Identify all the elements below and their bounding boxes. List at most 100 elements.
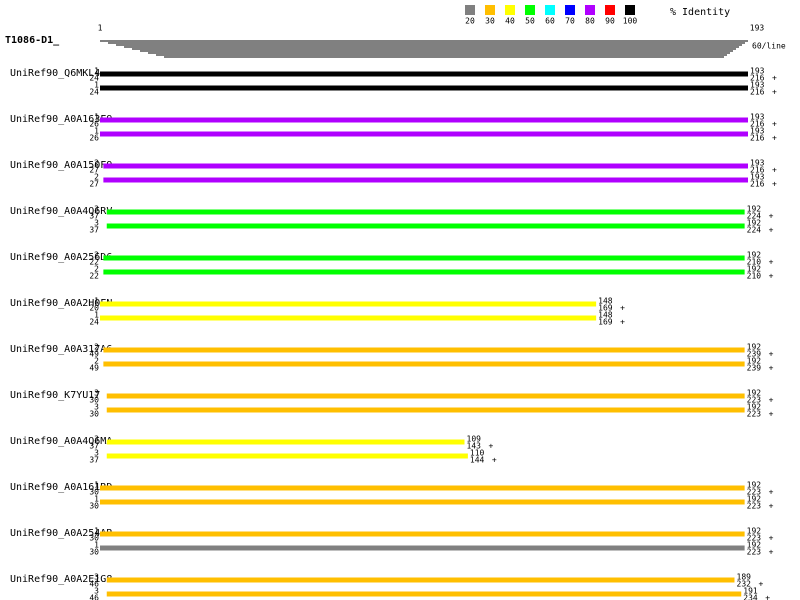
hit-end-label: 216: [750, 134, 765, 143]
strand-label: +: [620, 304, 625, 313]
strand-label: +: [769, 272, 774, 281]
query-end-label: 192: [747, 481, 762, 490]
legend-swatch: [625, 5, 635, 15]
query-end-label: 192: [747, 205, 762, 214]
hit-name: UniRef90_A0A4Q6MA: [10, 436, 112, 447]
query-start-label: 1: [94, 481, 99, 490]
hit-name: UniRef90_Q6MKL4: [10, 68, 100, 79]
query-end-label: 192: [747, 357, 762, 366]
hit-end-label: 169: [598, 318, 613, 327]
query-start-label: 3: [94, 403, 99, 412]
query-start-label: 2: [94, 343, 99, 352]
strand-label: +: [769, 258, 774, 267]
query-end-label: 192: [747, 495, 762, 504]
hit-bar: [100, 499, 745, 505]
strand-label: +: [769, 364, 774, 373]
hit-start-label: 26: [89, 120, 99, 129]
hit-end-label: 216: [750, 88, 765, 97]
query-start-label: 1: [94, 495, 99, 504]
query-start-label: 3: [94, 205, 99, 214]
hit-start-label: 37: [89, 442, 99, 451]
hit-name: UniRef90_A0A317A6: [10, 344, 112, 355]
hit-name: UniRef90_A0A161RD: [10, 482, 112, 493]
hit-start-label: 24: [89, 74, 99, 83]
legend-swatch: [585, 5, 595, 15]
strand-label: +: [769, 226, 774, 235]
hit-end-label: 143: [467, 442, 482, 451]
query-end-label: 192: [747, 541, 762, 550]
hit-start-label: 37: [89, 456, 99, 465]
hit-start-label: 37: [89, 226, 99, 235]
hit-bar: [103, 177, 748, 183]
hit-name: UniRef90_A0A4Q6RV: [10, 206, 112, 217]
hit-end-label: 210: [747, 258, 762, 267]
strand-label: +: [769, 548, 774, 557]
hit-bar: [100, 531, 745, 537]
hit-name: UniRef90_A0A256D6: [10, 252, 112, 263]
legend-label: 40: [505, 17, 515, 26]
hit-start-label: 30: [89, 534, 99, 543]
legend-label: 80: [585, 17, 595, 26]
hit-end-label: 224: [747, 226, 762, 235]
hit-bar: [100, 117, 748, 123]
query-start-label: 3: [94, 573, 99, 582]
query-end-label: 148: [598, 311, 613, 320]
query-start-label: 2: [94, 173, 99, 182]
hit-start-label: 46: [89, 580, 99, 589]
hit-end-label: 239: [747, 364, 762, 373]
query-end-label: 110: [470, 449, 485, 458]
hit-start-label: 30: [89, 396, 99, 405]
query-end-label: 192: [747, 389, 762, 398]
query-end-label: 192: [747, 219, 762, 228]
hit-bar: [100, 85, 748, 91]
hit-bar: [100, 71, 748, 77]
query-end: 193: [750, 24, 765, 33]
query-end-label: 192: [747, 403, 762, 412]
query-end-label: 192: [747, 251, 762, 260]
hit-bar: [103, 163, 748, 169]
hit-bar: [103, 255, 745, 261]
query-start-label: 2: [94, 357, 99, 366]
hit-bar: [103, 361, 745, 367]
legend-label: 50: [525, 17, 535, 26]
strand-label: +: [772, 166, 777, 175]
hit-end-label: 144: [470, 456, 485, 465]
hit-bar: [106, 577, 735, 583]
hit-name: UniRef90_A0A163F9: [10, 114, 112, 125]
strand-label: +: [769, 212, 774, 221]
hit-bar: [100, 315, 597, 321]
hit-bar: [103, 347, 745, 353]
query-start-label: 1: [94, 311, 99, 320]
legend-label: 30: [485, 17, 495, 26]
hit-end-label: 216: [750, 180, 765, 189]
legend-swatch: [465, 5, 475, 15]
hit-bar: [103, 269, 745, 275]
hit-end-label: 223: [747, 534, 762, 543]
hit-start-label: 30: [89, 548, 99, 557]
hit-start-label: 30: [89, 488, 99, 497]
query-start-label: 3: [94, 219, 99, 228]
hit-end-label: 223: [747, 488, 762, 497]
hit-start-label: 49: [89, 364, 99, 373]
strand-label: +: [772, 134, 777, 143]
legend-swatch: [485, 5, 495, 15]
query-start-label: 1: [94, 113, 99, 122]
hit-start-label: 22: [89, 272, 99, 281]
query-end-label: 193: [750, 113, 765, 122]
legend-swatch: [505, 5, 515, 15]
strand-label: +: [769, 534, 774, 543]
legend-swatch: [545, 5, 555, 15]
query-end-label: 193: [750, 173, 765, 182]
hit-end-label: 169: [598, 304, 613, 313]
hit-name: UniRef90_A0A2H0FN: [10, 298, 112, 309]
hit-end-label: 223: [747, 502, 762, 511]
hit-bar: [100, 301, 597, 307]
hit-bar: [106, 393, 745, 399]
hit-start-label: 49: [89, 350, 99, 359]
hit-bar: [100, 131, 748, 137]
hit-start-label: 22: [89, 258, 99, 267]
query-start-label: 2: [94, 159, 99, 168]
query-start-label: 2: [94, 251, 99, 260]
